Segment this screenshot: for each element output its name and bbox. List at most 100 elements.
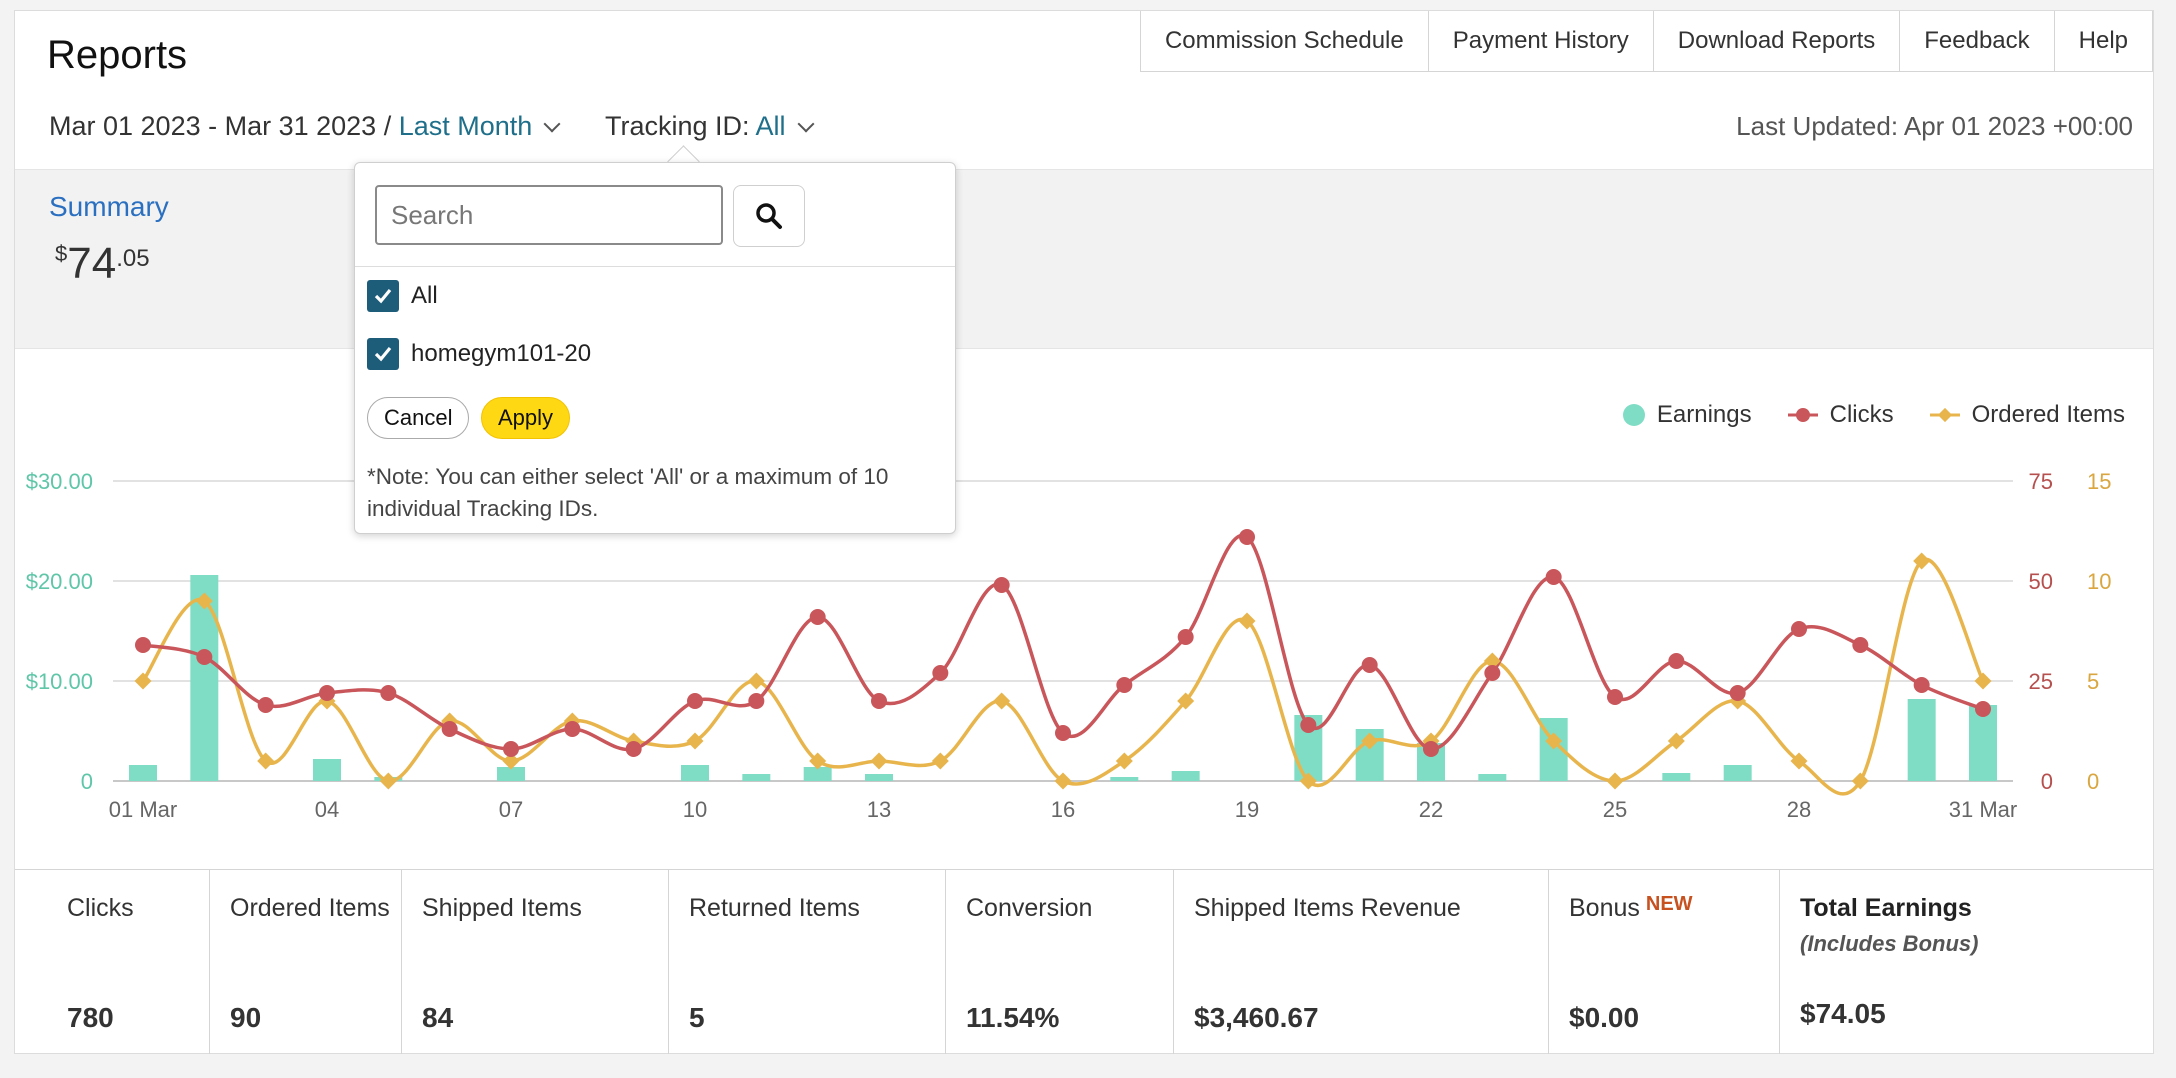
- x-tick-label: 07: [499, 797, 523, 822]
- y-tick-label-clicks: 75: [2029, 469, 2053, 494]
- download-reports-tab[interactable]: Download Reports: [1652, 11, 1901, 72]
- metric-label: Ordered Items: [230, 894, 390, 922]
- clicks-point: [871, 693, 887, 709]
- clicks-point: [625, 741, 642, 757]
- y-tick-label-earnings: $30.00: [26, 469, 93, 494]
- metric-value: 11.54%: [966, 1002, 1060, 1033]
- last-updated: Last Updated: Apr 01 2023 +00:00: [1736, 111, 2133, 141]
- top-nav: Commission Schedule Payment History Down…: [1139, 11, 2153, 72]
- metric-shipped-items: Shipped Items 84: [401, 870, 668, 1054]
- metric-label: Total Earnings (Includes Bonus): [1800, 894, 2153, 957]
- metric-value: $0.00: [1569, 1002, 1640, 1033]
- feedback-tab[interactable]: Feedback: [1899, 11, 2055, 72]
- x-tick-label: 25: [1603, 797, 1627, 822]
- ordered-items-point: [1851, 772, 1869, 790]
- legend-earnings-label: Earnings: [1656, 401, 1752, 428]
- checkbox-checked-icon[interactable]: [367, 280, 399, 312]
- tracking-search-input[interactable]: [375, 185, 723, 245]
- legend-ordered-label: Ordered Items: [1971, 401, 2125, 428]
- dropdown-divider: [355, 266, 955, 267]
- summary-band: [15, 169, 2153, 349]
- metric-conversion: Conversion 11.54%: [945, 870, 1173, 1054]
- ordered-items-point: [1115, 752, 1133, 770]
- earnings-bar: [681, 765, 709, 781]
- clicks-point: [993, 577, 1010, 593]
- clicks-point: [1791, 621, 1807, 637]
- metric-ordered-items: Ordered Items 90: [209, 870, 401, 1054]
- date-range-selector[interactable]: Mar 01 2023 - Mar 31 2023 / Last Month: [49, 111, 561, 142]
- legend-clicks-label: Clicks: [1829, 401, 1894, 428]
- x-tick-label: 13: [867, 797, 891, 822]
- metric-value: $74.05: [1800, 998, 1886, 1029]
- ordered-items-point: [195, 592, 213, 610]
- tracking-id-selector[interactable]: Tracking ID: All: [605, 111, 815, 142]
- legend-clicks[interactable]: Clicks: [1787, 401, 1894, 429]
- summary-whole: 74: [67, 239, 117, 288]
- clicks-point: [1668, 653, 1685, 669]
- ordered-items-point: [379, 772, 397, 790]
- clicks-point: [1975, 701, 1991, 717]
- clicks-point: [1300, 717, 1317, 733]
- legend-earnings[interactable]: Earnings: [1622, 401, 1752, 429]
- x-tick-label: 22: [1419, 797, 1443, 822]
- earnings-bar: [497, 767, 525, 781]
- tracking-id-dropdown: All homegym101-20 Cancel Apply *Note: Yo…: [354, 162, 956, 534]
- legend-ordered-items[interactable]: Ordered Items: [1929, 401, 2125, 429]
- tracking-id-value[interactable]: All: [755, 111, 786, 141]
- earnings-bar: [1478, 774, 1507, 781]
- ordered-items-point: [747, 672, 765, 690]
- clicks-point: [380, 685, 397, 701]
- earnings-bar: [1907, 699, 1936, 781]
- clicks-point: [1484, 665, 1501, 681]
- ordered-items-point: [809, 752, 827, 770]
- ordered-items-point: [1545, 732, 1563, 750]
- metric-label-text: Bonus: [1569, 894, 1640, 922]
- earnings-bar: [1723, 765, 1752, 781]
- search-button[interactable]: [733, 185, 805, 247]
- metric-sublabel: (Includes Bonus): [1800, 931, 1979, 956]
- clicks-point: [1852, 637, 1869, 653]
- metric-label-text: Total Earnings: [1800, 894, 1972, 922]
- metric-label: Returned Items: [689, 894, 860, 922]
- option-all[interactable]: All: [367, 280, 438, 312]
- metric-value: $3,460.67: [1194, 1002, 1319, 1033]
- clicks-point: [687, 693, 703, 709]
- clicks-line: [142, 533, 1984, 752]
- checkbox-checked-icon[interactable]: [367, 338, 399, 370]
- clicks-point: [809, 609, 826, 625]
- metrics-row: Clicks 780 Ordered Items 90 Shipped Items 8…: [15, 869, 2153, 1054]
- clicks-point: [196, 649, 213, 665]
- summary-link[interactable]: Summary: [49, 191, 169, 222]
- y-tick-label-ordered: 0: [2087, 769, 2099, 794]
- clicks-point: [1116, 677, 1133, 693]
- metric-label: Shipped Items Revenue: [1194, 894, 1461, 922]
- ordered-items-point: [1177, 692, 1195, 710]
- earnings-bar: [1662, 773, 1691, 781]
- clicks-point: [319, 685, 335, 701]
- chevron-down-icon: [543, 115, 561, 133]
- clicks-point: [257, 697, 274, 713]
- y-tick-label-earnings: $20.00: [26, 569, 93, 594]
- summary-amount: $74.05: [55, 239, 150, 289]
- help-tab[interactable]: Help: [2053, 11, 2153, 72]
- new-badge: NEW: [1645, 893, 1693, 915]
- ordered-items-point: [1483, 652, 1501, 670]
- payment-history-tab[interactable]: Payment History: [1427, 11, 1654, 72]
- ordered-items-point: [993, 692, 1011, 710]
- earnings-bar: [313, 759, 341, 781]
- cancel-button[interactable]: Cancel: [367, 397, 470, 439]
- dropdown-note: *Note: You can either select 'All' or a …: [367, 464, 889, 521]
- date-preset-link[interactable]: Last Month: [398, 111, 533, 141]
- apply-button[interactable]: Apply: [481, 397, 571, 439]
- y-tick-label-earnings: $10.00: [26, 669, 93, 694]
- y-tick-label-ordered: 15: [2087, 469, 2111, 494]
- commission-schedule-tab[interactable]: Commission Schedule: [1139, 11, 1429, 72]
- option-homegym101-20[interactable]: homegym101-20: [367, 338, 591, 370]
- x-tick-label: 16: [1051, 797, 1075, 822]
- ordered-items-point: [1054, 772, 1072, 790]
- metric-label: Bonus NEW: [1569, 893, 1779, 923]
- y-tick-label-earnings: 0: [81, 769, 93, 794]
- ordered-items-point: [1238, 612, 1256, 630]
- legend-clicks-marker: [1787, 408, 1818, 422]
- metric-label: Clicks: [67, 894, 134, 922]
